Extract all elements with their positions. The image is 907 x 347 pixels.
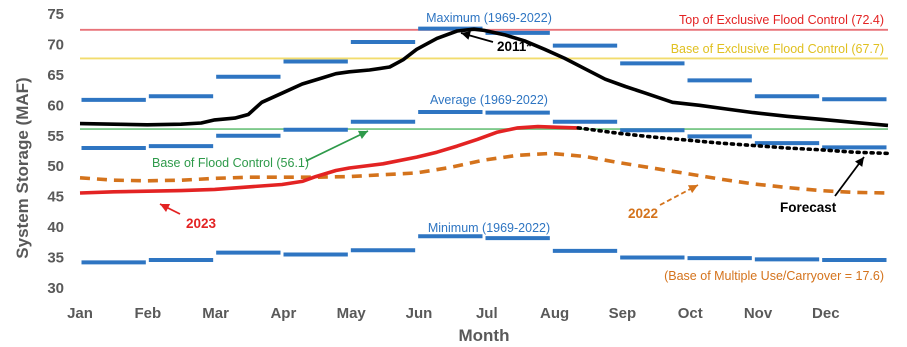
arrow-2022-head <box>687 185 698 194</box>
ticks-layer: 30 35 40 45 50 55 60 65 70 75 Jan Feb Mar Apr May Jun Ju… <box>47 6 839 322</box>
x-tick-label: Apr <box>270 305 296 322</box>
y-tick-label: 30 <box>47 280 64 297</box>
y-tick-label: 50 <box>47 158 64 175</box>
y-axis-title: System Storage (MAF) <box>13 77 32 258</box>
envelope-layer <box>81 26 887 265</box>
label-series-forecast: Forecast <box>780 200 837 215</box>
label-top-exclusive-flood-control: Top of Exclusive Flood Control (72.4) <box>679 13 884 27</box>
label-base-multiple-use: (Base of Multiple Use/Carryover = 17.6) <box>664 269 884 283</box>
y-tick-label: 45 <box>47 189 64 206</box>
y-tick-label: 75 <box>47 6 64 23</box>
x-tick-label: Jul <box>476 305 498 322</box>
x-tick-label: Sep <box>609 305 637 322</box>
series-line-2011 <box>79 27 889 128</box>
y-tick-label: 35 <box>47 250 64 267</box>
arrow-2023-head <box>160 204 171 213</box>
y-tick-label: 40 <box>47 219 64 236</box>
y-tick-label: 55 <box>47 128 64 145</box>
x-tick-label: May <box>337 305 367 322</box>
arrow-2011-head <box>461 31 471 40</box>
label-series-2011: 2011* <box>497 39 532 54</box>
label-base-flood-control: Base of Flood Control (56.1) <box>152 156 309 170</box>
label-maximum: Maximum (1969-2022) <box>426 11 552 25</box>
label-series-2022: 2022 <box>628 206 658 221</box>
label-series-2023: 2023 <box>186 216 217 231</box>
x-tick-label: Jun <box>406 305 433 322</box>
y-tick-label: 60 <box>47 97 64 114</box>
annotations-layer: Top of Exclusive Flood Control (72.4) Bas… <box>152 11 884 283</box>
x-tick-label: Nov <box>744 305 773 322</box>
x-tick-label: Mar <box>202 305 229 322</box>
label-minimum: Minimum (1969-2022) <box>428 221 550 235</box>
arrow-base-flood-control-head <box>357 130 368 139</box>
y-tick-label: 65 <box>47 67 64 84</box>
arrow-forecast-head <box>855 157 864 167</box>
x-tick-label: Jan <box>67 305 93 322</box>
series-line-2023 <box>79 124 579 195</box>
arrow-base-flood-control-shaft <box>305 130 369 162</box>
x-tick-label: Dec <box>812 305 840 322</box>
label-average: Average (1969-2022) <box>430 93 548 107</box>
series-layer <box>79 27 890 195</box>
x-tick-label: Aug <box>540 305 569 322</box>
label-base-exclusive-flood-control: Base of Exclusive Flood Control (67.7) <box>671 42 884 56</box>
series-line-forecast <box>576 126 890 156</box>
x-tick-label: Oct <box>678 305 703 322</box>
x-axis-title: Month <box>459 326 510 345</box>
x-tick-label: Feb <box>134 305 161 322</box>
y-tick-label: 70 <box>47 36 64 53</box>
